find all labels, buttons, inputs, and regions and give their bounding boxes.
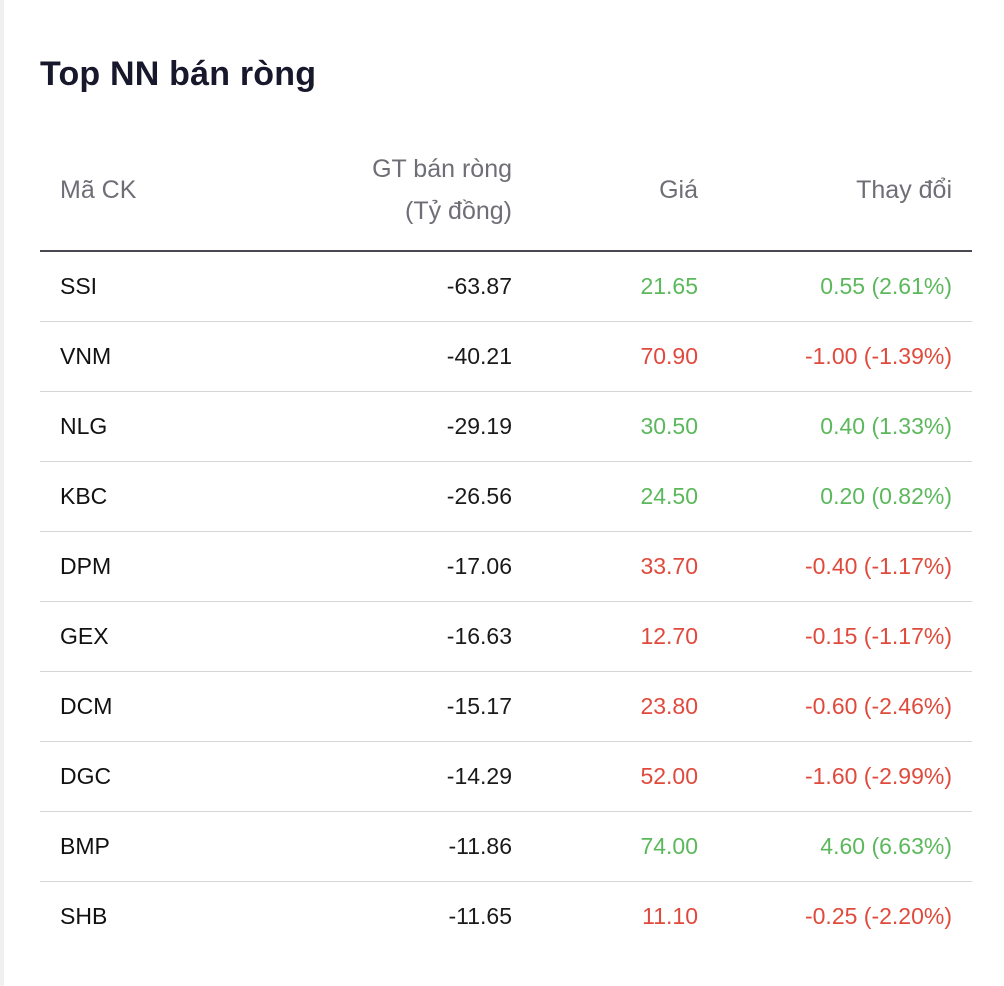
cell-change: 4.60 (6.63%): [718, 811, 972, 882]
table-row[interactable]: GEX -16.63 12.70 -0.15 (-1.17%): [40, 601, 972, 672]
table-row[interactable]: VNM -40.21 70.90 -1.00 (-1.39%): [40, 321, 972, 392]
table-row[interactable]: DCM -15.17 23.80 -0.60 (-2.46%): [40, 671, 972, 742]
table-row[interactable]: KBC -26.56 24.50 0.20 (0.82%): [40, 461, 972, 532]
cell-symbol[interactable]: DPM: [40, 531, 300, 602]
cell-symbol[interactable]: NLG: [40, 391, 300, 462]
header-net-value-line1: GT bán ròng: [372, 155, 512, 183]
cell-net-value: -26.56: [300, 461, 532, 532]
cell-net-value: -40.21: [300, 321, 532, 392]
cell-net-value: -11.65: [448, 903, 512, 929]
cell-price: 30.50: [532, 391, 718, 462]
table-row[interactable]: DGC -14.29 52.00 -1.60 (-2.99%): [40, 741, 972, 812]
table-row[interactable]: DPM -17.06 33.70 -0.40 (-1.17%): [40, 531, 972, 602]
cell-price: 21.65: [532, 251, 718, 322]
cell-net-value: -11.86: [300, 811, 532, 882]
header-change[interactable]: Thay đổi: [718, 130, 972, 252]
cell-price: 12.70: [532, 601, 718, 672]
table-row[interactable]: SSI -63.87 21.65 0.55 (2.61%): [40, 251, 972, 322]
cell-change: 0.55 (2.61%): [718, 251, 972, 322]
cell-net-value: -14.29: [300, 741, 532, 812]
table-body: SSI -63.87 21.65 0.55 (2.61%) VNM -40.21…: [40, 251, 972, 951]
cell-price: 52.00: [532, 741, 718, 812]
top-foreign-net-sell-card: Top NN bán ròng Mã CK GT bán ròng (Tỷ đồ…: [4, 0, 1004, 986]
cell-net-value: -15.17: [300, 671, 532, 742]
cell-net-value: -29.19: [300, 391, 532, 462]
cell-change: -1.60 (-2.99%): [718, 741, 972, 812]
cell-change: -0.60 (-2.46%): [718, 671, 972, 742]
cell-net-value: -17.06: [300, 531, 532, 602]
header-row: Mã CK GT bán ròng (Tỷ đồng) Giá Thay đổi: [40, 130, 972, 252]
cell-price: 70.90: [532, 321, 718, 392]
cell-symbol[interactable]: SHB: [60, 903, 108, 929]
cell-price: 74.00: [532, 811, 718, 882]
cell-net-value: -16.63: [300, 601, 532, 672]
cell-symbol[interactable]: BMP: [40, 811, 300, 882]
cell-price: 24.50: [532, 461, 718, 532]
cell-symbol[interactable]: SSI: [40, 251, 300, 322]
cell-symbol[interactable]: DGC: [40, 741, 300, 812]
header-symbol[interactable]: Mã CK: [40, 130, 300, 252]
cell-change: 0.40 (1.33%): [718, 391, 972, 462]
cell-change: -0.15 (-1.17%): [718, 601, 972, 672]
table-header: Mã CK GT bán ròng (Tỷ đồng) Giá Thay đổi: [40, 130, 972, 252]
header-price[interactable]: Giá: [532, 130, 718, 252]
cell-price: 23.80: [532, 671, 718, 742]
cell-symbol[interactable]: KBC: [40, 461, 300, 532]
net-sell-table: Mã CK GT bán ròng (Tỷ đồng) Giá Thay đổi…: [40, 130, 972, 951]
cell-symbol[interactable]: GEX: [40, 601, 300, 672]
cell-price: 11.10: [642, 903, 698, 929]
table-row[interactable]: SHB -11.65 11.10 -0.25 (-2.20%): [40, 882, 972, 952]
cell-symbol[interactable]: DCM: [40, 671, 300, 742]
page-edge: [0, 0, 4, 986]
header-net-value[interactable]: GT bán ròng (Tỷ đồng): [300, 130, 532, 252]
cell-net-value: -63.87: [300, 251, 532, 322]
table-row[interactable]: NLG -29.19 30.50 0.40 (1.33%): [40, 391, 972, 462]
cell-change: 0.20 (0.82%): [718, 461, 972, 532]
cell-change: -0.25 (-2.20%): [804, 903, 952, 929]
header-net-value-line2: (Tỷ đồng): [405, 197, 512, 225]
cell-change: -0.40 (-1.17%): [718, 531, 972, 602]
table-row[interactable]: BMP -11.86 74.00 4.60 (6.63%): [40, 811, 972, 882]
cell-symbol[interactable]: VNM: [40, 321, 300, 392]
cell-price: 33.70: [532, 531, 718, 602]
card-title: Top NN bán ròng: [40, 55, 317, 93]
cell-change: -1.00 (-1.39%): [718, 321, 972, 392]
